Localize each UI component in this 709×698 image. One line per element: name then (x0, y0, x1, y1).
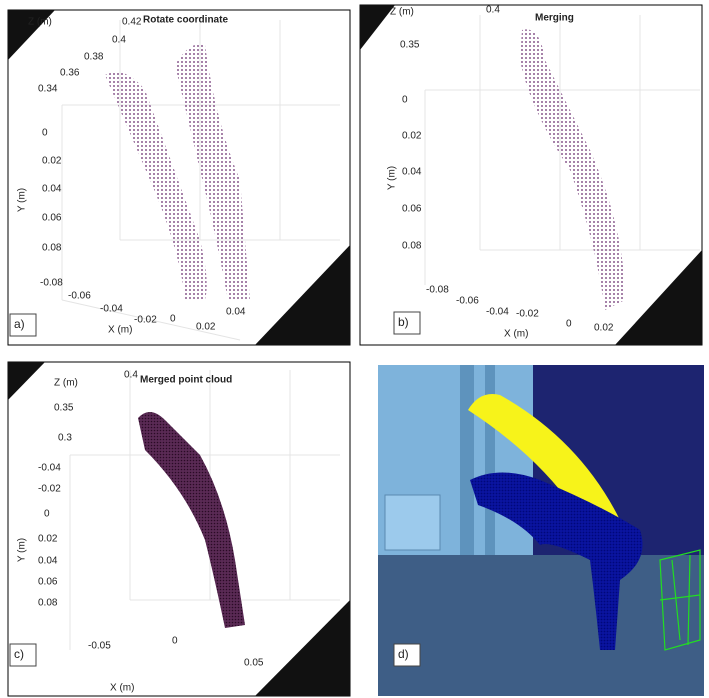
x-tick-label: 0 (566, 319, 572, 330)
x-tick-label: 0 (172, 636, 178, 647)
axis-label: Y (m) (17, 538, 28, 562)
panel-title: Rotate coordinate (143, 15, 228, 26)
panel-label: b) (398, 315, 409, 329)
floor (378, 555, 704, 696)
y-tick-label: 0 (42, 128, 48, 139)
z-tick-label: 0.4 (486, 5, 500, 16)
x-tick-label: 0.02 (594, 323, 614, 334)
x-tick-label: -0.04 (486, 307, 509, 318)
axis-label: X (m) (504, 329, 528, 340)
x-tick-label: 0.04 (226, 307, 246, 318)
x-tick-label: -0.08 (426, 285, 449, 296)
bracket (385, 495, 440, 550)
axis-label: Y (m) (17, 188, 28, 212)
axis-label: X (m) (110, 683, 134, 694)
x-tick-label: 0.02 (196, 322, 216, 333)
x-tick-label: -0.06 (68, 291, 91, 302)
x-tick-label: -0.02 (134, 315, 157, 326)
z-tick-label: 0.4 (112, 35, 126, 46)
y-tick-label: -0.04 (38, 463, 61, 474)
y-tick-label: -0.02 (38, 484, 61, 495)
x-tick-label: 0.05 (244, 658, 264, 669)
axis-label: Y (m) (387, 166, 398, 190)
z-tick-label: 0.35 (54, 403, 74, 414)
x-tick-label: -0.04 (100, 304, 123, 315)
x-tick-label: -0.08 (40, 278, 63, 289)
panel-a (8, 10, 350, 345)
x-tick-label: -0.05 (88, 641, 111, 652)
panel-title: Merging (535, 13, 574, 24)
axis-label: Z (m) (390, 7, 414, 18)
page: Rotate coordinateZ (m)0.420.40.380.360.3… (0, 0, 709, 698)
y-tick-label: 0.06 (38, 577, 58, 588)
z-tick-label: 0.4 (124, 370, 138, 381)
z-tick-label: 0.3 (58, 433, 72, 444)
z-tick-label: 0.42 (122, 17, 142, 28)
z-tick-label: 0.34 (38, 84, 58, 95)
y-tick-label: 0.08 (42, 243, 62, 254)
x-tick-label: 0 (170, 314, 176, 325)
panel-label: c) (14, 647, 24, 661)
y-tick-label: 0.06 (402, 204, 422, 215)
rail (485, 365, 495, 555)
rail (460, 365, 474, 555)
x-tick-label: -0.02 (516, 309, 539, 320)
y-tick-label: 0.08 (38, 598, 58, 609)
y-tick-label: 0 (44, 509, 50, 520)
x-tick-label: -0.06 (456, 296, 479, 307)
y-tick-label: 0 (402, 95, 408, 106)
y-tick-label: 0.02 (38, 534, 58, 545)
y-tick-label: 0.02 (42, 156, 62, 167)
figure: Rotate coordinateZ (m)0.420.40.380.360.3… (0, 0, 709, 698)
y-tick-label: 0.04 (402, 167, 422, 178)
y-tick-label: 0.04 (42, 184, 62, 195)
axis-label: Z (m) (54, 378, 78, 389)
panel-title: Merged point cloud (140, 375, 232, 386)
axis-label: Z (m) (28, 17, 52, 28)
panel-d (378, 365, 704, 696)
z-tick-label: 0.38 (84, 52, 104, 63)
panel-label: a) (14, 317, 25, 331)
y-tick-label: 0.08 (402, 241, 422, 252)
panel-label: d) (398, 647, 409, 661)
z-tick-label: 0.35 (400, 40, 420, 51)
y-tick-label: 0.04 (38, 556, 58, 567)
y-tick-label: 0.02 (402, 131, 422, 142)
axis-label: X (m) (108, 325, 132, 336)
y-tick-label: 0.06 (42, 213, 62, 224)
z-tick-label: 0.36 (60, 68, 80, 79)
